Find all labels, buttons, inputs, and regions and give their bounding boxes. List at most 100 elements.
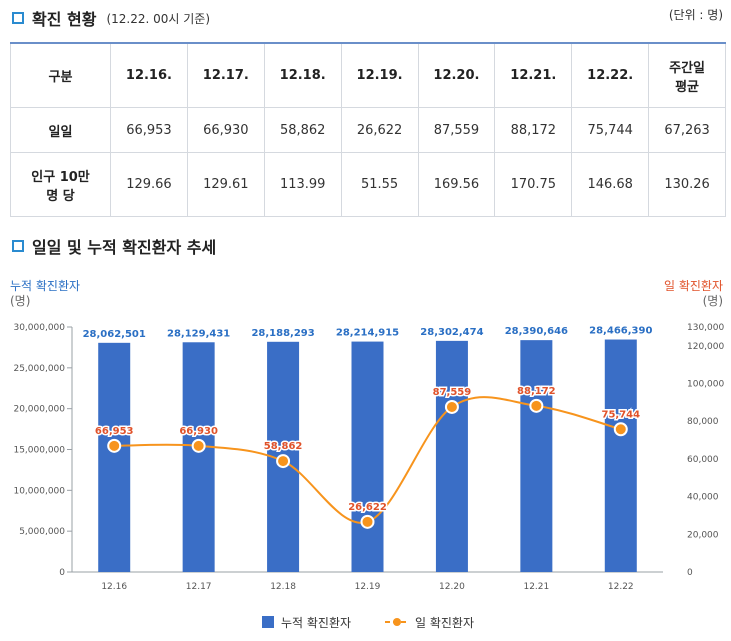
x-axis-tick-label: 12.20 xyxy=(439,582,465,592)
table-cell: 129.66 xyxy=(110,152,188,217)
right-axis-tick-label: 0 xyxy=(687,568,693,578)
left-axis-title-text: 누적 확진환자 xyxy=(10,279,81,293)
line-point xyxy=(360,514,375,529)
x-axis-tick-label: 12.19 xyxy=(355,582,381,592)
line-data-label: 66,953 xyxy=(95,426,134,437)
row-label-line2: 명 당 xyxy=(46,188,75,204)
left-axis-tick-label: 15,000,000 xyxy=(13,446,65,456)
line-point xyxy=(276,454,291,469)
bar-data-label: 28,390,646 xyxy=(505,326,568,337)
legend-bar-label: 누적 확진환자 xyxy=(281,616,351,630)
bar-data-label: 28,466,390 xyxy=(589,326,652,337)
right-axis-tick-label: 120,000 xyxy=(687,342,724,352)
right-axis-tick-label: 20,000 xyxy=(687,530,719,540)
legend-bar-swatch xyxy=(262,616,274,628)
table-date-header: 12.18. xyxy=(263,42,342,108)
line-point xyxy=(107,438,122,453)
table-date-header: 12.22. xyxy=(571,42,650,108)
table-cell: 169.56 xyxy=(417,152,496,217)
left-axis-tick-label: 30,000,000 xyxy=(13,323,65,333)
left-axis-tick-label: 10,000,000 xyxy=(13,486,65,496)
left-axis-tick-label: 5,000,000 xyxy=(19,527,65,537)
table-row: 일일 66,953 66,930 58,862 26,622 87,559 88… xyxy=(10,107,726,153)
right-axis-unit: (명) xyxy=(702,294,723,308)
legend-line-label: 일 확진환자 xyxy=(415,616,474,630)
bar xyxy=(98,342,131,572)
right-axis-tick-label: 60,000 xyxy=(687,455,719,465)
table-cell: 146.68 xyxy=(571,152,650,217)
avg-header-line2: 평균 xyxy=(675,79,700,95)
right-axis-tick-label: 80,000 xyxy=(687,417,719,427)
bar xyxy=(182,342,215,572)
table-cell: 130.26 xyxy=(648,152,726,217)
line-point xyxy=(444,399,459,414)
table-cell: 75,744 xyxy=(571,107,650,153)
table-cell: 113.99 xyxy=(263,152,342,217)
table-date-header: 12.20. xyxy=(417,42,496,108)
x-axis-tick-label: 12.16 xyxy=(101,582,127,592)
bar-data-label: 28,188,293 xyxy=(251,328,314,339)
table-cell: 67,263 xyxy=(648,107,726,153)
right-axis-title: 일 확진환자 (명) xyxy=(664,279,723,309)
table-cell: 170.75 xyxy=(494,152,573,217)
table-cell: 58,862 xyxy=(263,107,342,153)
bar-data-label: 28,062,501 xyxy=(83,329,146,340)
table-date-header: 12.19. xyxy=(340,42,419,108)
line-data-label: 58,862 xyxy=(264,441,303,452)
bar xyxy=(520,340,553,572)
avg-header-line1: 주간일 xyxy=(669,60,705,76)
section-header-status: 확진 현황 (12.22. 00시 기준) xyxy=(12,6,210,30)
section-subtitle: (12.22. 00시 기준) xyxy=(106,11,211,26)
x-axis-tick-label: 12.17 xyxy=(186,582,212,592)
table-cell: 51.55 xyxy=(340,152,419,217)
right-axis-tick-label: 40,000 xyxy=(687,493,719,503)
table-corner-header: 구분 xyxy=(10,42,111,108)
right-axis-tick-label: 100,000 xyxy=(687,380,724,390)
section-square-icon xyxy=(12,240,24,252)
left-axis-tick-label: 25,000,000 xyxy=(13,364,65,374)
table-cell: 66,953 xyxy=(110,107,188,153)
row-label-line1: 인구 10만 xyxy=(31,169,90,185)
bar-data-label: 28,214,915 xyxy=(336,328,399,339)
unit-label: (단위 : 명) xyxy=(668,8,723,22)
section-title: 확진 현황 xyxy=(32,10,97,29)
trend-chart: 0 5,000,000 10,000,000 15,000,000 20,000,000… xyxy=(13,323,724,630)
table-cell: 66,930 xyxy=(186,107,265,153)
bar xyxy=(604,339,637,572)
line-data-label: 88,172 xyxy=(517,386,556,397)
legend-line-marker xyxy=(393,618,401,626)
table-header-row: 구분 12.16. 12.17. 12.18. 12.19. 12.20. 12… xyxy=(10,42,726,108)
status-table: 구분 12.16. 12.17. 12.18. 12.19. 12.20. 12… xyxy=(10,42,726,217)
line-data-label: 66,930 xyxy=(179,426,218,437)
left-axis-tick-label: 20,000,000 xyxy=(13,405,65,415)
table-cell: 26,622 xyxy=(340,107,419,153)
table-date-header: 12.21. xyxy=(494,42,573,108)
bar xyxy=(435,340,468,572)
line-point xyxy=(529,398,544,413)
section-header-trend: 일일 및 누적 확진환자 추세 xyxy=(12,234,216,258)
row-label: 인구 10만 명 당 xyxy=(10,152,111,217)
bar-data-label: 28,129,431 xyxy=(167,328,230,339)
line-point xyxy=(191,438,206,453)
table-cell: 87,559 xyxy=(417,107,496,153)
line-data-label: 75,744 xyxy=(601,409,640,420)
line-point xyxy=(613,422,628,437)
line-data-label: 26,622 xyxy=(348,502,387,513)
table-row: 인구 10만 명 당 129.66 129.61 113.99 51.55 16… xyxy=(10,152,726,217)
line-data-label: 87,559 xyxy=(433,387,472,398)
left-axis-tick-label: 0 xyxy=(59,568,65,578)
row-label: 일일 xyxy=(10,107,111,153)
table-cell: 129.61 xyxy=(186,152,265,217)
x-axis-tick-label: 12.22 xyxy=(608,582,634,592)
right-axis-title-text: 일 확진환자 xyxy=(663,279,723,293)
right-axis-tick-label: 130,000 xyxy=(687,323,724,333)
section-title: 일일 및 누적 확진환자 추세 xyxy=(32,238,217,257)
table-avg-header: 주간일 평균 xyxy=(648,42,726,108)
x-axis-tick-label: 12.21 xyxy=(523,582,549,592)
bar-data-label: 28,302,474 xyxy=(420,327,483,338)
left-axis-unit: (명) xyxy=(10,294,31,308)
table-date-header: 12.17. xyxy=(186,42,265,108)
section-square-icon xyxy=(12,12,24,24)
table-date-header: 12.16. xyxy=(110,42,188,108)
bar xyxy=(351,341,384,572)
